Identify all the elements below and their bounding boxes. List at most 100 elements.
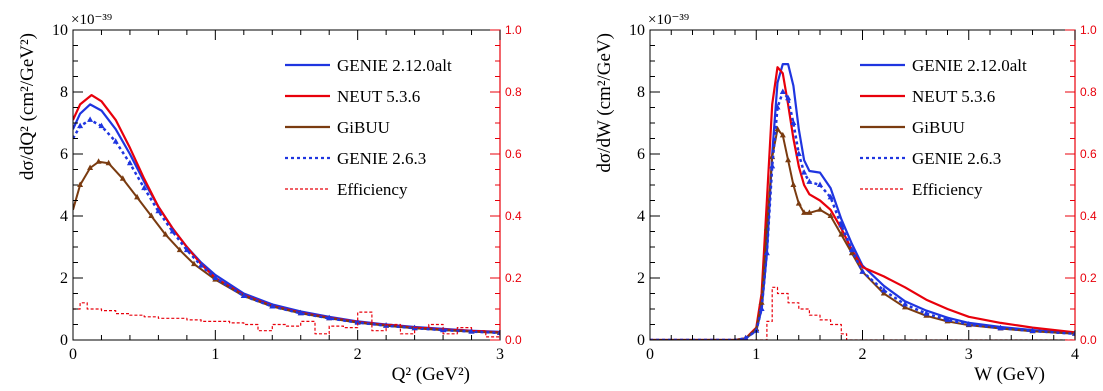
data-point bbox=[176, 246, 183, 253]
x-tick-label: 4 bbox=[1071, 346, 1079, 363]
data-point bbox=[198, 262, 205, 268]
data-point bbox=[779, 131, 786, 138]
x-tick-label: 2 bbox=[859, 346, 867, 363]
data-point bbox=[162, 231, 169, 237]
legend-label: Efficiency bbox=[337, 180, 408, 199]
y-tick-label: 8 bbox=[60, 84, 68, 101]
data-point bbox=[785, 94, 792, 101]
y2-tick-label: 0.6 bbox=[1080, 147, 1097, 161]
y2-tick-label: 0.4 bbox=[505, 209, 522, 223]
y2-tick-label: 0.0 bbox=[505, 333, 522, 347]
data-point bbox=[297, 309, 304, 316]
data-point bbox=[326, 314, 333, 321]
data-point bbox=[183, 246, 190, 253]
data-point bbox=[965, 321, 972, 327]
y-tick-label: 0 bbox=[60, 332, 68, 349]
data-point bbox=[880, 290, 887, 296]
data-point bbox=[753, 327, 760, 333]
data-point bbox=[497, 329, 500, 335]
legend-label: GENIE 2.12.0alt bbox=[912, 56, 1027, 75]
data-point bbox=[87, 164, 94, 170]
data-point bbox=[997, 324, 1004, 331]
y-tick-label: 2 bbox=[60, 270, 68, 287]
legend-label: GiBUU bbox=[337, 118, 390, 137]
data-point bbox=[790, 119, 797, 125]
series-line-2 bbox=[650, 66, 1075, 340]
chart-panel-1: 0 1 2 3 0 2 4 6 8 10 0.0 0.2 0.4 0.6 0.8 1.0 ×10⁻³⁹ Q² (G… bbox=[17, 12, 522, 385]
data-point bbox=[801, 169, 808, 175]
data-point bbox=[801, 209, 808, 215]
x-axis-title: W (GeV) bbox=[974, 364, 1045, 385]
data-point bbox=[126, 159, 133, 166]
series-line-5 bbox=[73, 302, 500, 338]
data-point bbox=[774, 104, 781, 110]
data-point bbox=[742, 334, 749, 340]
series-line-2 bbox=[73, 94, 500, 334]
y-tick-label: 0 bbox=[637, 332, 645, 349]
y2-tick-label: 0.0 bbox=[1080, 333, 1097, 347]
y2-tick-label: 0.4 bbox=[1080, 209, 1097, 223]
legend-label: NEUT 5.3.6 bbox=[912, 87, 995, 106]
y-tick-label: 2 bbox=[637, 270, 645, 287]
series-line-3 bbox=[650, 128, 1075, 340]
y-exponent-label: ×10⁻³⁹ bbox=[648, 12, 689, 28]
data-point bbox=[795, 200, 802, 206]
y2-tick-label: 0.2 bbox=[505, 271, 522, 285]
data-point bbox=[468, 328, 475, 334]
y-tick-label: 4 bbox=[60, 208, 68, 225]
y-tick-label: 6 bbox=[60, 146, 68, 163]
data-point bbox=[95, 158, 102, 164]
data-point bbox=[1029, 327, 1036, 333]
data-point bbox=[87, 116, 94, 122]
data-point bbox=[902, 300, 908, 307]
data-point bbox=[944, 316, 951, 322]
data-point bbox=[827, 193, 834, 200]
legend-label: NEUT 5.3.6 bbox=[337, 87, 420, 106]
y-tick-label: 4 bbox=[637, 208, 645, 225]
y2-tick-label: 0.8 bbox=[505, 85, 522, 99]
data-point bbox=[827, 212, 834, 218]
data-point bbox=[848, 249, 855, 256]
chart-panel-2: 0 1 2 3 4 0 2 4 6 8 10 0.0 0.2 0.4 0.6 0.8 1.0 ×10⁻³⁹ W (G… bbox=[594, 12, 1097, 385]
x-tick-label: 3 bbox=[965, 346, 973, 363]
data-point bbox=[902, 303, 908, 310]
data-point bbox=[763, 249, 770, 256]
x-tick-label: 0 bbox=[646, 346, 654, 363]
plot-frame bbox=[649, 29, 1076, 341]
data-point bbox=[880, 286, 887, 293]
data-point bbox=[1072, 330, 1075, 336]
data-point bbox=[77, 181, 84, 187]
x-tick-label: 1 bbox=[211, 346, 219, 363]
x-tick-label: 3 bbox=[496, 346, 504, 363]
data-point bbox=[354, 319, 361, 325]
data-point bbox=[859, 268, 866, 274]
data-point bbox=[169, 228, 176, 234]
series-line-4 bbox=[73, 118, 500, 335]
data-point bbox=[817, 181, 823, 187]
series-group bbox=[73, 94, 500, 338]
y2-tick-label: 1.0 bbox=[505, 23, 522, 37]
data-point bbox=[848, 246, 855, 253]
legend-label: Efficiency bbox=[912, 180, 983, 199]
legend-label: GENIE 2.12.0alt bbox=[337, 56, 452, 75]
data-point bbox=[774, 125, 781, 132]
data-point bbox=[119, 175, 126, 181]
legend-label: GENIE 2.6.3 bbox=[912, 149, 1001, 168]
y2-tick-label: 1.0 bbox=[1080, 23, 1097, 37]
plot-frame bbox=[72, 29, 501, 341]
data-point bbox=[838, 231, 845, 237]
data-point bbox=[790, 181, 797, 187]
y-tick-label: 6 bbox=[637, 146, 645, 163]
y-tick-label: 10 bbox=[629, 22, 645, 39]
y-axis-title: dσ/dW (cm²/GeV) bbox=[594, 33, 615, 173]
data-point bbox=[806, 209, 813, 215]
x-axis-title: Q² (GeV²) bbox=[392, 364, 470, 385]
data-point bbox=[212, 274, 219, 280]
data-point bbox=[155, 207, 162, 214]
data-point bbox=[148, 212, 155, 218]
data-point bbox=[806, 178, 813, 184]
data-point bbox=[141, 184, 148, 191]
data-point bbox=[269, 303, 276, 309]
data-point bbox=[112, 138, 119, 144]
